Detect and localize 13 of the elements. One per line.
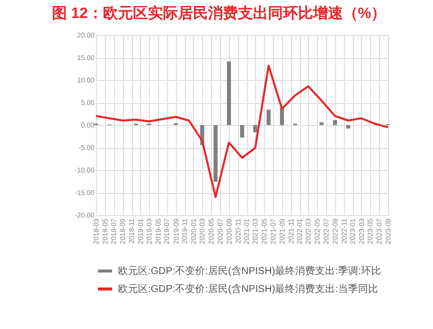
bar xyxy=(253,125,258,132)
chart-title: 图 12：欧元区实际居民消费支出同环比增速（%） xyxy=(52,4,386,22)
bar xyxy=(266,110,271,125)
bar xyxy=(214,125,218,182)
legend-label: 欧元区:GDP:不变价:居民(含NPISH)最终消费支出:当季同比 xyxy=(118,283,378,295)
legend-label: 欧元区:GDP:不变价:居民(含NPISH)最终消费支出:季调:环比 xyxy=(118,265,381,277)
bar xyxy=(226,62,231,125)
bar xyxy=(320,122,324,125)
bar xyxy=(240,125,244,138)
line-series xyxy=(95,64,389,198)
bar xyxy=(346,125,350,129)
bar xyxy=(280,108,284,125)
bar xyxy=(332,120,337,125)
